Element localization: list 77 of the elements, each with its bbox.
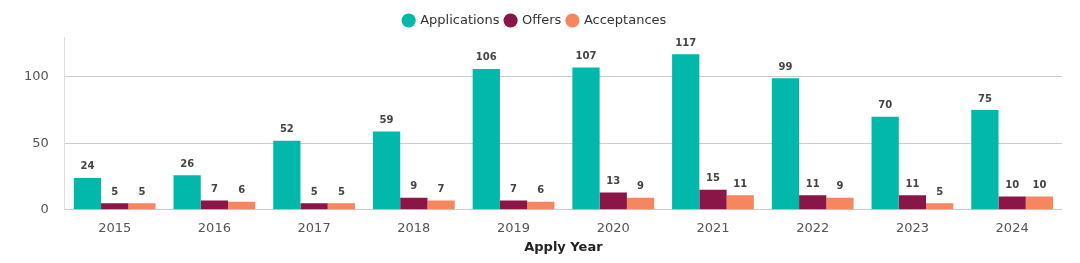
bar (228, 201, 256, 210)
bar (128, 203, 156, 210)
data-label: 10 (1032, 179, 1047, 191)
x-tick-label: 2022 (796, 219, 830, 235)
data-label: 75 (977, 92, 992, 104)
x-tick-label: 2021 (696, 219, 730, 235)
y-tick-label: 0 (40, 201, 49, 217)
bar (499, 200, 528, 210)
data-label: 5 (111, 185, 119, 197)
x-axis-title: Apply Year (524, 238, 604, 254)
data-label: 5 (310, 185, 318, 197)
bar (273, 140, 301, 210)
bar (599, 192, 627, 210)
data-label: 9 (637, 180, 645, 192)
data-label: 99 (778, 60, 793, 72)
data-label: 9 (410, 180, 418, 192)
data-label: 5 (936, 185, 944, 197)
bar (372, 131, 401, 210)
data-label: 117 (675, 36, 697, 48)
bar (771, 78, 800, 210)
data-label: 11 (905, 177, 920, 189)
bar (400, 197, 428, 210)
bar (427, 200, 455, 210)
bar (327, 203, 355, 210)
bar (1025, 196, 1054, 210)
bar (101, 203, 129, 210)
bar (971, 110, 999, 210)
legend-label: Applications (420, 11, 500, 27)
data-label: 59 (379, 113, 394, 125)
bar (826, 197, 854, 210)
data-label: 13 (606, 175, 621, 187)
bar (799, 195, 827, 210)
data-label: 106 (475, 51, 497, 63)
bar (527, 201, 555, 210)
data-label: 24 (80, 160, 95, 172)
data-label: 11 (733, 177, 748, 189)
data-label: 6 (537, 184, 545, 196)
y-tick-label: 50 (32, 134, 49, 150)
x-tick-label: 2019 (497, 219, 531, 235)
bar (672, 54, 700, 210)
x-tick-label: 2020 (596, 219, 630, 235)
data-label: 107 (575, 50, 597, 62)
data-label: 26 (180, 157, 195, 169)
bar (926, 203, 954, 210)
data-label: 70 (878, 99, 893, 111)
bar (626, 197, 655, 210)
bar (173, 175, 201, 210)
data-label: 9 (836, 180, 844, 192)
x-tick-label: 2018 (397, 219, 431, 235)
bar (200, 200, 229, 210)
bar (472, 68, 500, 210)
data-label: 5 (337, 185, 345, 197)
data-label: 11 (805, 177, 820, 189)
bar (300, 203, 328, 210)
x-tick-label: 2024 (995, 219, 1029, 235)
x-tick-label: 2015 (98, 219, 132, 235)
y-tick-label: 100 (23, 68, 49, 84)
bar (73, 177, 102, 210)
x-tick-label: 2017 (297, 219, 331, 235)
legend-label: Acceptances (583, 11, 667, 27)
x-tick-label: 2023 (895, 219, 929, 235)
data-label: 10 (1005, 179, 1020, 191)
bar (898, 195, 927, 210)
bar (699, 189, 727, 210)
data-label: 15 (706, 172, 720, 184)
bar (998, 196, 1026, 210)
bar (572, 67, 600, 210)
x-tick-label: 2016 (197, 219, 231, 235)
bar (726, 195, 754, 210)
bar (871, 116, 899, 210)
data-label: 52 (279, 123, 294, 135)
data-label: 7 (210, 183, 218, 195)
legend-label: Offers (522, 11, 562, 27)
data-label: 7 (437, 183, 445, 195)
data-label: 6 (238, 184, 246, 196)
data-label: 5 (138, 185, 146, 197)
data-label: 7 (510, 183, 518, 195)
